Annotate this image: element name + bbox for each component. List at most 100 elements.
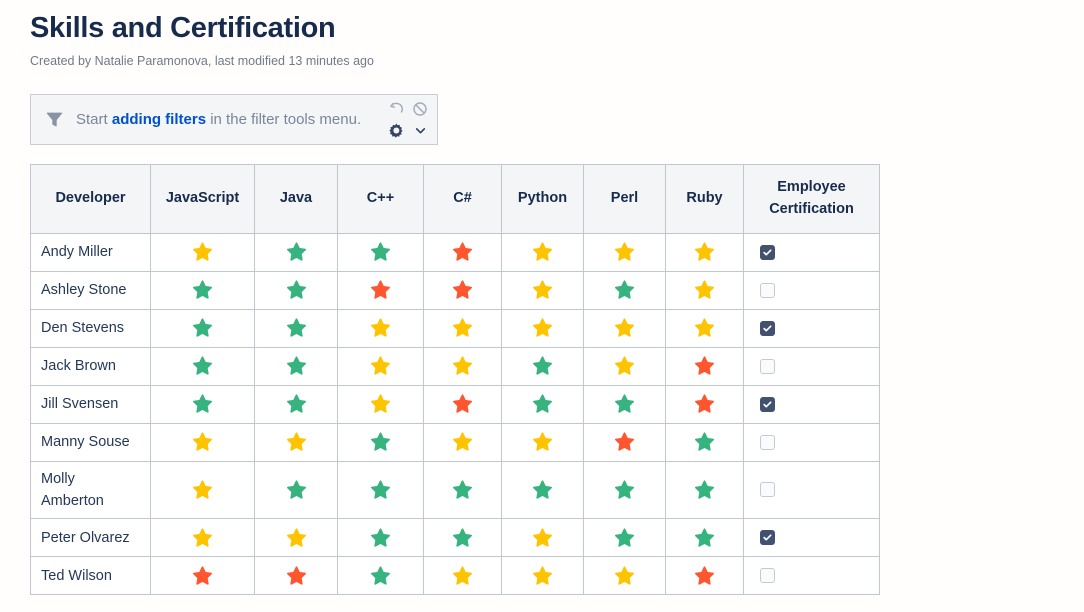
star-icon — [286, 356, 307, 376]
skill-rating-cell — [424, 519, 502, 557]
certification-cell — [744, 309, 880, 347]
skill-rating-cell — [502, 347, 584, 385]
star-icon — [532, 432, 553, 452]
star-icon — [452, 480, 473, 500]
star-icon — [370, 528, 391, 548]
skill-rating-cell — [584, 519, 666, 557]
star-icon — [192, 432, 213, 452]
star-icon — [532, 528, 553, 548]
star-icon — [452, 280, 473, 300]
skill-rating-cell — [666, 309, 744, 347]
table-row: Den Stevens — [31, 309, 880, 347]
skill-rating-cell — [502, 423, 584, 461]
certification-checkbox[interactable] — [760, 568, 775, 583]
skill-rating-cell — [584, 423, 666, 461]
skill-rating-cell — [502, 461, 584, 519]
column-header-javascript: JavaScript — [151, 165, 255, 234]
column-header-ruby: Ruby — [666, 165, 744, 234]
star-icon — [614, 318, 635, 338]
skill-rating-cell — [255, 423, 338, 461]
star-icon — [694, 528, 715, 548]
table-row: Ashley Stone — [31, 271, 880, 309]
page-title: Skills and Certification — [30, 12, 1084, 45]
adding-filters-link[interactable]: adding filters — [112, 111, 206, 128]
certification-cell — [744, 385, 880, 423]
star-icon — [370, 242, 391, 262]
certification-checkbox[interactable] — [760, 245, 775, 260]
star-icon — [532, 566, 553, 586]
star-icon — [452, 394, 473, 414]
skill-rating-cell — [666, 519, 744, 557]
filter-hint-text: Start adding filters in the filter tools… — [76, 111, 379, 128]
gear-icon[interactable] — [387, 122, 405, 140]
star-icon — [694, 318, 715, 338]
skill-rating-cell — [424, 557, 502, 595]
star-icon — [286, 394, 307, 414]
skill-rating-cell — [151, 347, 255, 385]
skill-rating-cell — [424, 233, 502, 271]
skill-rating-cell — [151, 519, 255, 557]
page: Skills and Certification Created by Nata… — [0, 0, 1084, 595]
skill-rating-cell — [338, 233, 424, 271]
chevron-down-icon[interactable] — [411, 122, 429, 140]
skill-rating-cell — [584, 271, 666, 309]
skill-rating-cell — [255, 271, 338, 309]
certification-checkbox[interactable] — [760, 321, 775, 336]
star-icon — [286, 318, 307, 338]
star-icon — [532, 394, 553, 414]
skill-rating-cell — [151, 385, 255, 423]
star-icon — [370, 280, 391, 300]
table-row: Molly Amberton — [31, 461, 880, 519]
developer-name: Ted Wilson — [31, 557, 151, 595]
star-icon — [452, 242, 473, 262]
developer-name: Den Stevens — [31, 309, 151, 347]
star-icon — [452, 318, 473, 338]
table-row: Manny Souse — [31, 423, 880, 461]
skill-rating-cell — [255, 519, 338, 557]
star-icon — [370, 394, 391, 414]
developer-name: Jack Brown — [31, 347, 151, 385]
byline: Created by Natalie Paramonova, last modi… — [30, 54, 1084, 68]
skills-table: DeveloperJavaScriptJavaC++C#PythonPerlRu… — [30, 164, 880, 595]
skill-rating-cell — [151, 271, 255, 309]
block-icon[interactable] — [411, 100, 429, 118]
star-icon — [614, 394, 635, 414]
table-header-row: DeveloperJavaScriptJavaC++C#PythonPerlRu… — [31, 165, 880, 234]
skill-rating-cell — [584, 557, 666, 595]
certification-checkbox[interactable] — [760, 397, 775, 412]
certification-checkbox[interactable] — [760, 435, 775, 450]
undo-icon[interactable] — [387, 100, 405, 118]
column-header-employee-certification: Employee Certification — [744, 165, 880, 234]
skill-rating-cell — [502, 271, 584, 309]
star-icon — [694, 480, 715, 500]
skill-rating-cell — [338, 557, 424, 595]
star-icon — [694, 394, 715, 414]
skill-rating-cell — [424, 309, 502, 347]
certification-cell — [744, 233, 880, 271]
developer-name: Molly Amberton — [31, 461, 151, 519]
star-icon — [370, 432, 391, 452]
certification-checkbox[interactable] — [760, 359, 775, 374]
certification-checkbox[interactable] — [760, 283, 775, 298]
skill-rating-cell — [338, 271, 424, 309]
skill-rating-cell — [255, 557, 338, 595]
star-icon — [532, 356, 553, 376]
table-row: Jill Svensen — [31, 385, 880, 423]
column-header-c: C# — [424, 165, 502, 234]
star-icon — [452, 566, 473, 586]
skill-rating-cell — [424, 347, 502, 385]
star-icon — [614, 432, 635, 452]
star-icon — [286, 242, 307, 262]
skill-rating-cell — [338, 385, 424, 423]
certification-checkbox[interactable] — [760, 482, 775, 497]
filter-bar: Start adding filters in the filter tools… — [30, 94, 438, 145]
star-icon — [694, 280, 715, 300]
star-icon — [532, 480, 553, 500]
star-icon — [286, 480, 307, 500]
star-icon — [452, 528, 473, 548]
filter-hint-prefix: Start — [76, 111, 112, 128]
developer-name: Andy Miller — [31, 233, 151, 271]
table-row: Ted Wilson — [31, 557, 880, 595]
certification-checkbox[interactable] — [760, 530, 775, 545]
skill-rating-cell — [151, 233, 255, 271]
